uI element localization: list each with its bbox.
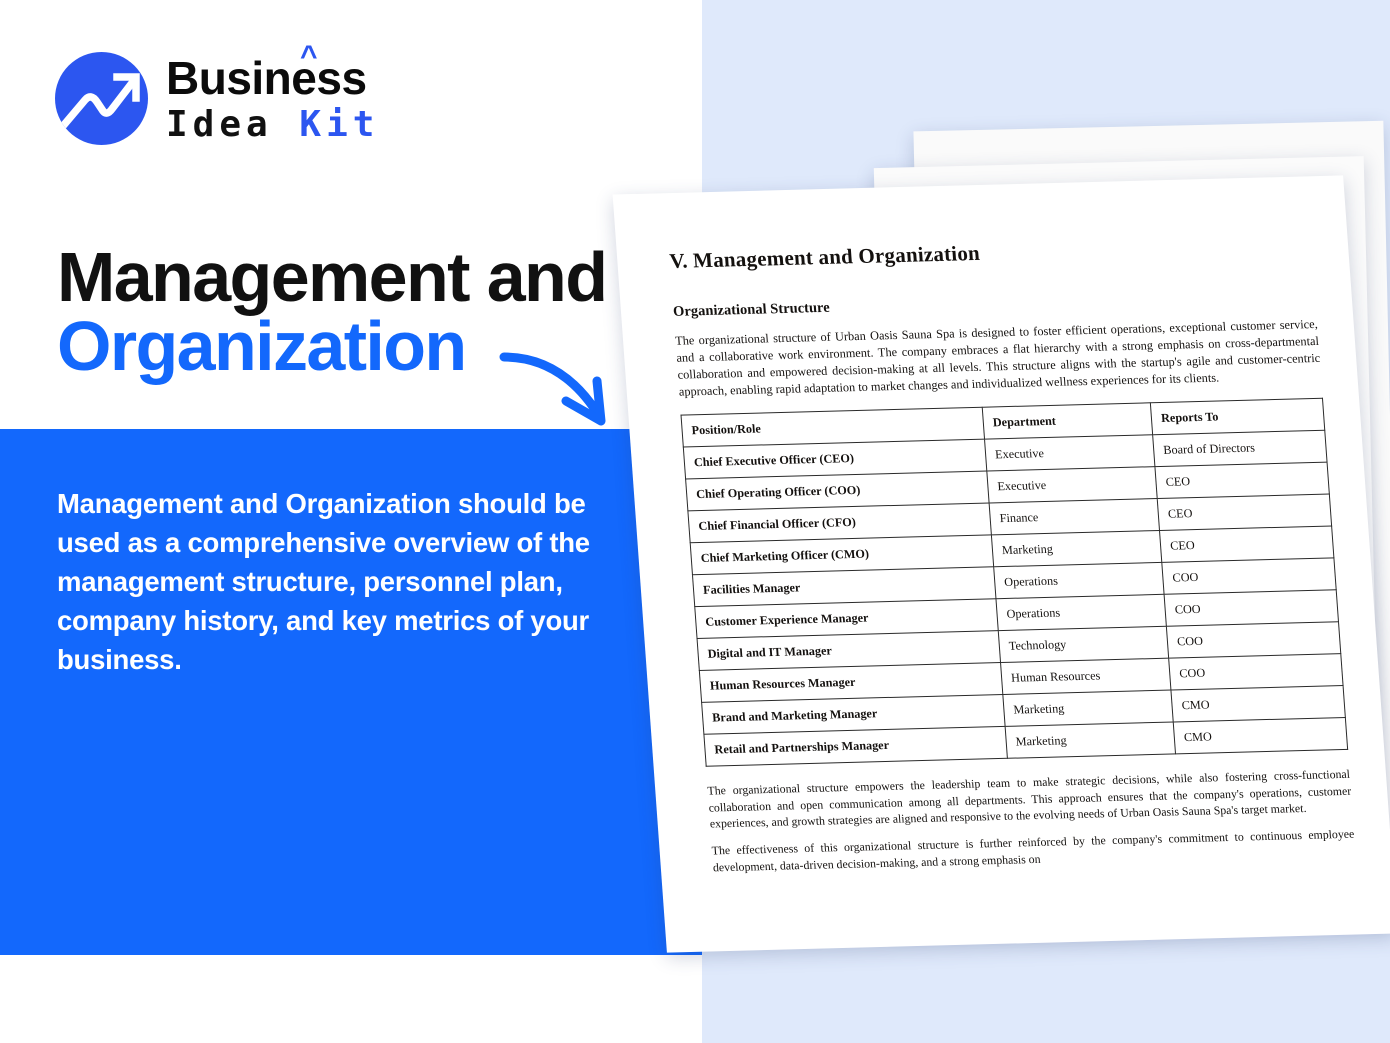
cell-reports-to: COO xyxy=(1166,621,1341,659)
background-white-bottom xyxy=(0,955,702,1043)
growth-arrow-logo-icon xyxy=(55,52,148,145)
cell-department: Human Resources xyxy=(1000,658,1172,695)
cell-reports-to: COO xyxy=(1161,557,1337,595)
cell-role: Retail and Partnerships Manager xyxy=(703,726,1008,767)
cell-reports-to: CEO xyxy=(1155,462,1330,499)
cell-department: Finance xyxy=(989,498,1160,535)
cell-reports-to: COO xyxy=(1168,653,1344,690)
page-title-line2: Organization xyxy=(57,307,467,386)
page-title-line1: Management and xyxy=(57,238,608,316)
curved-down-right-arrow-icon xyxy=(498,345,628,440)
document-sheet-front[interactable]: V. Management and Organization Organizat… xyxy=(612,175,1390,953)
document-subheading: Organizational Structure xyxy=(672,299,831,320)
cell-department: Operations xyxy=(993,562,1165,599)
brand-business-text: Business xyxy=(166,51,367,104)
brand-idea-text: Idea xyxy=(166,103,273,145)
cell-department: Operations xyxy=(995,594,1167,631)
document-closing-paragraph-2: The effectiveness of this organizational… xyxy=(711,826,1355,875)
cell-department: Marketing xyxy=(1005,721,1176,759)
brand-line-business: Business ^ xyxy=(166,41,379,104)
cell-reports-to: CMO xyxy=(1171,685,1346,722)
document-heading: V. Management and Organization xyxy=(668,240,981,273)
table-header-reports-to: Reports To xyxy=(1150,398,1325,435)
blue-panel-background xyxy=(0,429,702,955)
brand-circumflex-icon: ^ xyxy=(300,39,318,73)
cell-department: Technology xyxy=(998,626,1169,663)
cell-department: Marketing xyxy=(991,530,1162,567)
document-content: V. Management and Organization Organizat… xyxy=(613,175,1390,952)
cell-reports-to: Board of Directors xyxy=(1152,430,1328,467)
org-structure-table: Position/Role Department Reports To Chie… xyxy=(680,398,1348,767)
document-stack: ns, a flat on- ch, lients. rs ions, es a… xyxy=(600,110,1390,953)
table-header-department: Department xyxy=(982,402,1153,439)
cell-reports-to: COO xyxy=(1164,589,1339,627)
brand-kit-text: Kit xyxy=(299,103,380,145)
brand-line-idea-kit: Idea Kit xyxy=(166,103,380,145)
document-closing-paragraph-1: The organizational structure empowers th… xyxy=(706,766,1352,831)
table-body: Chief Executive Officer (CEO) Executive … xyxy=(683,430,1348,767)
document-intro-paragraph: The organizational structure of Urban Oa… xyxy=(674,316,1321,399)
cell-department: Executive xyxy=(984,434,1156,471)
page-title: Management and Organization xyxy=(57,242,608,386)
cell-department: Marketing xyxy=(1002,689,1174,727)
panel-description: Management and Organization should be us… xyxy=(57,488,590,676)
cell-reports-to: CEO xyxy=(1159,525,1334,563)
cell-reports-to: CEO xyxy=(1157,493,1332,531)
brand-wordmark: Business ^ Idea Kit xyxy=(166,41,380,145)
brand-logo[interactable]: Business ^ Idea Kit xyxy=(55,41,380,145)
cell-reports-to: CMO xyxy=(1173,717,1348,754)
cell-department: Executive xyxy=(986,466,1158,503)
